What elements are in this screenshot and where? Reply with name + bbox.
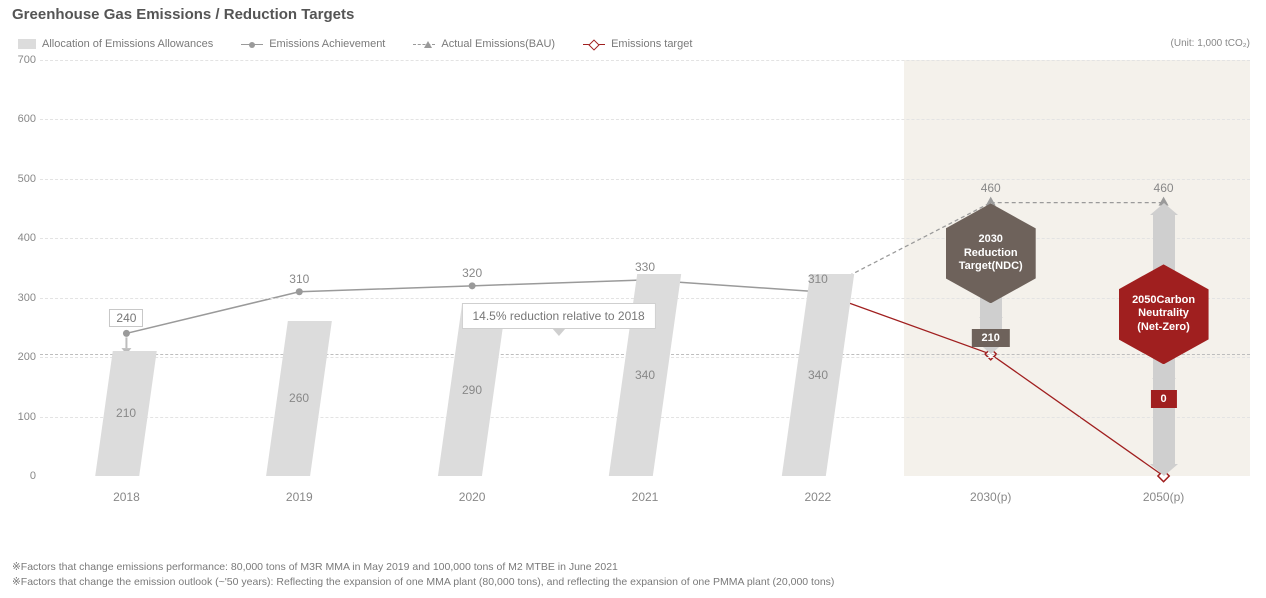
- achievement-label: 240: [109, 309, 143, 327]
- x-axis-label: 2019: [286, 490, 313, 504]
- allowance-bar-label: 340: [635, 368, 655, 382]
- x-axis-label: 2022: [804, 490, 831, 504]
- y-tick: 0: [10, 470, 36, 482]
- allowance-bar-label: 340: [808, 368, 828, 382]
- legend-target-label: Emissions target: [611, 38, 692, 50]
- y-tick: 400: [10, 232, 36, 244]
- gridline: [40, 179, 1250, 180]
- achievement-label: 310: [808, 272, 828, 286]
- legend-achievement: Emissions Achievement: [241, 38, 385, 50]
- legend-bau-label: Actual Emissions(BAU): [441, 38, 555, 50]
- swatch-achievement: [241, 44, 263, 45]
- allowance-bar-label: 290: [462, 383, 482, 397]
- achievement-label: 330: [635, 260, 655, 274]
- x-axis-label: 2050(p): [1143, 490, 1184, 504]
- legend-achievement-label: Emissions Achievement: [269, 38, 385, 50]
- x-axis-label: 2021: [632, 490, 659, 504]
- legend-target: Emissions target: [583, 38, 692, 50]
- target-value-box: 210: [972, 329, 1010, 347]
- y-tick: 300: [10, 292, 36, 304]
- achievement-label: 320: [462, 266, 482, 280]
- hex-arrow-icon: [983, 303, 999, 317]
- unit-label: (Unit: 1,000 tCO₂): [1171, 38, 1250, 49]
- gridline: [40, 238, 1250, 239]
- y-tick: 100: [10, 411, 36, 423]
- legend: Allocation of Emissions Allowances Emiss…: [18, 38, 692, 50]
- reduction-callout: 14.5% reduction relative to 2018: [462, 303, 656, 329]
- gridline: [40, 60, 1250, 61]
- achievement-label: 310: [289, 272, 309, 286]
- y-tick: 200: [10, 351, 36, 363]
- swatch-bau: [413, 44, 435, 45]
- bau-label: 460: [981, 181, 1001, 195]
- swatch-allowances: [18, 39, 36, 49]
- y-tick: 600: [10, 113, 36, 125]
- swatch-target: [583, 44, 605, 45]
- y-tick: 500: [10, 173, 36, 185]
- x-axis-label: 2030(p): [970, 490, 1011, 504]
- footnote-1: ※Factors that change emissions performan…: [12, 560, 834, 575]
- legend-allowances: Allocation of Emissions Allowances: [18, 38, 213, 50]
- chart-plot: 0100200300400500600700210260290340340201…: [40, 60, 1250, 520]
- footnote-2: ※Factors that change the emission outloo…: [12, 575, 834, 590]
- chart-title: Greenhouse Gas Emissions / Reduction Tar…: [12, 6, 354, 23]
- footnotes: ※Factors that change emissions performan…: [12, 560, 834, 590]
- legend-bau: Actual Emissions(BAU): [413, 38, 555, 50]
- hex-arrow-icon: [1156, 364, 1172, 378]
- allowance-bar-label: 210: [116, 407, 136, 421]
- allowance-bar-label: 260: [289, 392, 309, 406]
- x-axis-label: 2020: [459, 490, 486, 504]
- y-tick: 700: [10, 54, 36, 66]
- target-value-box: 0: [1151, 390, 1177, 408]
- legend-allowances-label: Allocation of Emissions Allowances: [42, 38, 213, 50]
- gridline: [40, 119, 1250, 120]
- x-axis-label: 2018: [113, 490, 140, 504]
- bau-label: 460: [1154, 181, 1174, 195]
